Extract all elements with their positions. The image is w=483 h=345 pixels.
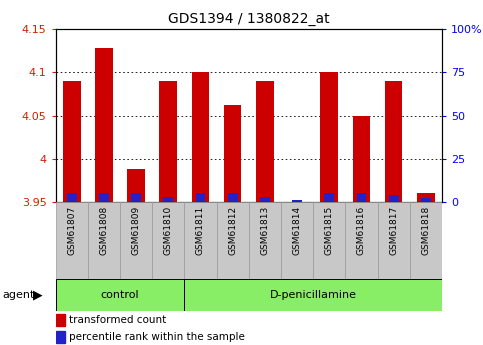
Text: GSM61818: GSM61818: [421, 206, 430, 255]
Bar: [356, 193, 366, 202]
Bar: [249, 202, 281, 279]
Bar: [421, 198, 431, 202]
Text: GSM61817: GSM61817: [389, 206, 398, 255]
Bar: [196, 193, 205, 202]
FancyBboxPatch shape: [185, 279, 442, 311]
Bar: [260, 197, 270, 202]
Text: GSM61812: GSM61812: [228, 206, 237, 255]
Bar: [385, 81, 402, 202]
Bar: [281, 202, 313, 279]
Bar: [185, 202, 216, 279]
Bar: [216, 202, 249, 279]
Text: agent: agent: [2, 290, 35, 300]
Bar: [67, 193, 76, 202]
Bar: [228, 193, 238, 202]
Bar: [163, 197, 173, 202]
Text: GSM61809: GSM61809: [131, 206, 141, 255]
Bar: [192, 72, 209, 202]
Text: percentile rank within the sample: percentile rank within the sample: [69, 333, 245, 342]
Bar: [56, 314, 65, 326]
Bar: [378, 202, 410, 279]
Bar: [417, 193, 435, 202]
Text: GSM61810: GSM61810: [164, 206, 173, 255]
Bar: [313, 202, 345, 279]
Bar: [256, 81, 274, 202]
Bar: [410, 202, 442, 279]
Text: transformed count: transformed count: [69, 315, 166, 325]
Text: D-penicillamine: D-penicillamine: [270, 290, 356, 300]
Bar: [292, 200, 302, 202]
Bar: [120, 202, 152, 279]
Bar: [224, 105, 242, 202]
Text: GSM61813: GSM61813: [260, 206, 270, 255]
Text: ▶: ▶: [33, 288, 43, 302]
Bar: [131, 193, 141, 202]
Bar: [159, 81, 177, 202]
Text: GSM61808: GSM61808: [99, 206, 108, 255]
Bar: [127, 169, 145, 202]
Text: GSM61807: GSM61807: [67, 206, 76, 255]
Title: GDS1394 / 1380822_at: GDS1394 / 1380822_at: [168, 11, 329, 26]
Bar: [320, 72, 338, 202]
Bar: [88, 202, 120, 279]
Bar: [389, 195, 398, 202]
Text: GSM61814: GSM61814: [293, 206, 301, 255]
Bar: [63, 81, 81, 202]
Bar: [152, 202, 185, 279]
Bar: [353, 116, 370, 202]
Text: GSM61815: GSM61815: [325, 206, 334, 255]
Text: control: control: [100, 290, 139, 300]
Text: GSM61816: GSM61816: [357, 206, 366, 255]
Bar: [345, 202, 378, 279]
Bar: [56, 202, 88, 279]
Bar: [325, 193, 334, 202]
Bar: [95, 48, 113, 202]
Text: GSM61811: GSM61811: [196, 206, 205, 255]
Bar: [56, 331, 65, 343]
Bar: [99, 193, 109, 202]
FancyBboxPatch shape: [56, 279, 185, 311]
